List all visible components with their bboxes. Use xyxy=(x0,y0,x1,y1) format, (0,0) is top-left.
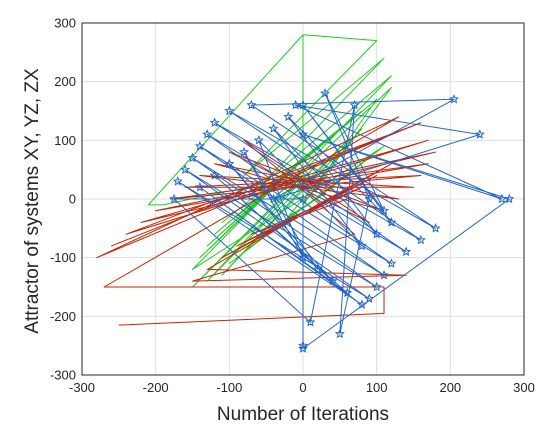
y-tick-label: -100 xyxy=(50,250,76,265)
star-marker xyxy=(187,152,198,163)
star-marker xyxy=(194,181,205,192)
x-tick-labels: -300 -200 -100 0 100 200 300 xyxy=(69,380,535,395)
star-marker xyxy=(297,252,309,262)
star-marker xyxy=(415,234,426,245)
star-marker xyxy=(246,99,257,110)
series-line-2 xyxy=(96,116,437,326)
star-marker xyxy=(342,287,353,298)
x-tick-label: 200 xyxy=(439,380,461,395)
star-marker xyxy=(180,164,191,174)
series-line-3 xyxy=(173,92,510,350)
star-marker xyxy=(327,275,338,286)
y-tick-label: 100 xyxy=(54,133,76,148)
star-marker xyxy=(386,258,397,268)
star-marker xyxy=(430,223,441,233)
x-tick-label: -200 xyxy=(143,380,169,395)
y-tick-labels: -300 -200 -100 0 100 200 300 xyxy=(50,16,76,383)
star-marker xyxy=(297,129,309,139)
star-marker xyxy=(253,135,264,145)
star-marker xyxy=(320,88,331,98)
star-marker xyxy=(305,316,316,327)
star-marker xyxy=(378,269,390,280)
star-marker xyxy=(194,140,205,151)
star-marker xyxy=(297,193,309,204)
x-axis-title: Number of Iterations xyxy=(217,404,389,425)
star-marker xyxy=(364,193,375,204)
x-tick-label: 0 xyxy=(299,380,306,395)
star-marker xyxy=(209,170,220,180)
star-marker xyxy=(401,246,412,257)
star-marker xyxy=(172,176,183,186)
star-marker xyxy=(448,93,460,104)
star-marker xyxy=(297,343,309,353)
star-marker xyxy=(356,299,367,309)
star-marker xyxy=(268,123,279,133)
star-marker xyxy=(474,129,485,139)
x-tick-label: 300 xyxy=(513,380,535,395)
star-marker xyxy=(364,293,375,304)
star-marker xyxy=(334,328,345,339)
star-marker xyxy=(283,111,294,122)
star-marker xyxy=(371,281,382,292)
star-marker xyxy=(224,158,235,169)
star-marker xyxy=(378,205,390,216)
star-marker xyxy=(202,129,213,139)
y-tick-label: -200 xyxy=(50,309,76,324)
y-axis-title: Attractor of systems XY, YZ, ZX xyxy=(22,68,43,334)
star-marker xyxy=(239,146,250,157)
star-marker xyxy=(224,105,235,116)
x-tick-label: 100 xyxy=(366,380,388,395)
star-marker xyxy=(297,99,309,110)
star-marker xyxy=(356,240,367,251)
star-marker xyxy=(349,99,360,110)
star-marker xyxy=(386,217,397,227)
x-tick-label: -100 xyxy=(216,380,242,395)
plot-frame xyxy=(81,22,525,376)
star-marker xyxy=(209,117,220,128)
series-layer xyxy=(96,34,515,353)
y-tick-label: 300 xyxy=(54,16,76,31)
star-marker xyxy=(371,228,382,239)
y-tick-label: 200 xyxy=(54,74,76,89)
star-marker xyxy=(496,193,507,204)
x-tick-label: -300 xyxy=(69,380,95,395)
star-marker xyxy=(169,193,180,204)
y-tick-label: 0 xyxy=(69,192,76,207)
star-marker xyxy=(312,264,323,274)
star-marker xyxy=(297,340,309,350)
star-marker xyxy=(268,193,279,204)
y-tick-label: -300 xyxy=(50,368,76,383)
